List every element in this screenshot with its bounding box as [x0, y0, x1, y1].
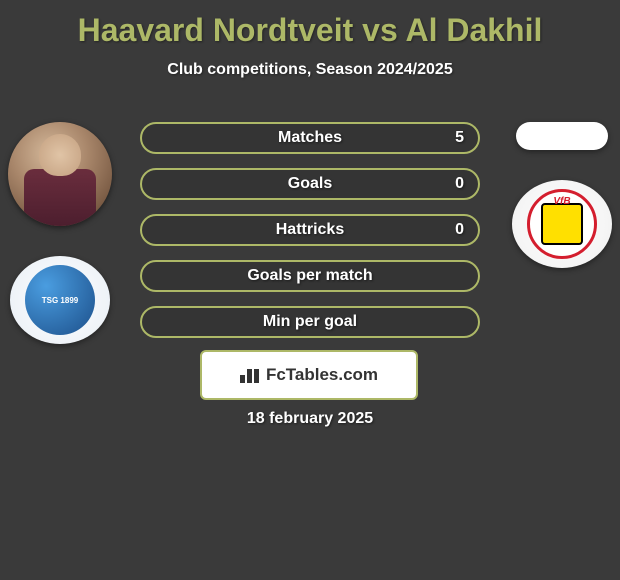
brand-badge[interactable]: FcTables.com — [200, 350, 418, 400]
stat-row-hattricks: Hattricks 0 — [140, 214, 480, 246]
stat-label: Min per goal — [263, 313, 357, 331]
date-label: 18 february 2025 — [0, 410, 620, 428]
stat-row-goals-per-match: Goals per match — [140, 260, 480, 292]
stat-label: Matches — [278, 129, 342, 147]
hoffenheim-badge: TSG 1899 — [25, 265, 95, 335]
vfb-badge — [527, 189, 597, 259]
player2-club-logo — [512, 180, 612, 268]
brand-text: FcTables.com — [266, 365, 378, 385]
player1-photo — [8, 122, 112, 226]
stat-label: Hattricks — [276, 221, 344, 239]
player1-club-logo: TSG 1899 — [10, 256, 110, 344]
stat-row-matches: Matches 5 — [140, 122, 480, 154]
stats-list: Matches 5 Goals 0 Hattricks 0 Goals per … — [140, 122, 480, 338]
page-title: Haavard Nordtveit vs Al Dakhil — [0, 0, 620, 49]
stat-label: Goals — [288, 175, 332, 193]
comparison-card: Haavard Nordtveit vs Al Dakhil Club comp… — [0, 0, 620, 580]
left-image-column: TSG 1899 — [8, 122, 112, 344]
stat-row-min-per-goal: Min per goal — [140, 306, 480, 338]
subtitle: Club competitions, Season 2024/2025 — [0, 61, 620, 79]
right-image-column — [512, 122, 612, 268]
bar-chart-icon — [240, 367, 260, 383]
stat-value: 0 — [455, 221, 464, 239]
stat-value: 0 — [455, 175, 464, 193]
stat-value: 5 — [455, 129, 464, 147]
stat-row-goals: Goals 0 — [140, 168, 480, 200]
player2-photo — [516, 122, 608, 150]
stat-label: Goals per match — [247, 267, 372, 285]
